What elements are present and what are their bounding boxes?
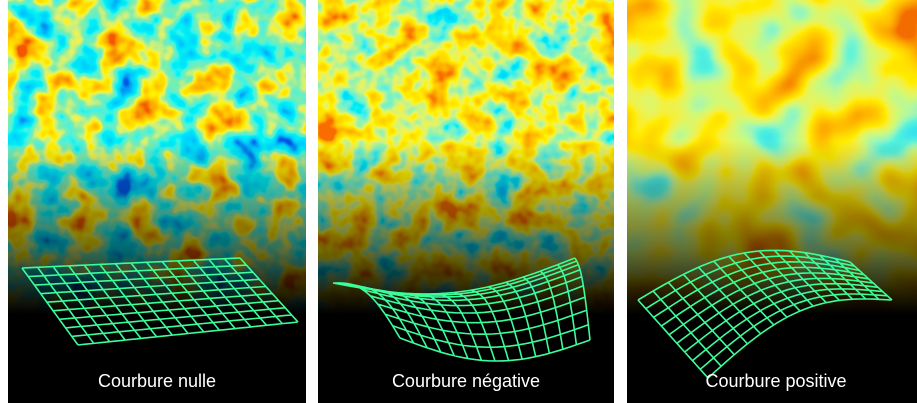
panel-label: Courbure nulle bbox=[98, 371, 216, 391]
fade bbox=[627, 0, 917, 403]
panel: Courbure positive bbox=[627, 0, 917, 403]
wireframe-grid bbox=[637, 249, 893, 379]
panel-label: Courbure positive bbox=[705, 371, 846, 391]
fade bbox=[318, 0, 614, 403]
wireframe-grid bbox=[332, 257, 591, 362]
fade bbox=[8, 0, 306, 403]
panel: Courbure négative bbox=[318, 0, 614, 403]
panel-label: Courbure négative bbox=[392, 371, 540, 391]
wireframe-grid bbox=[21, 257, 299, 346]
panel: Courbure nulle bbox=[8, 0, 306, 403]
